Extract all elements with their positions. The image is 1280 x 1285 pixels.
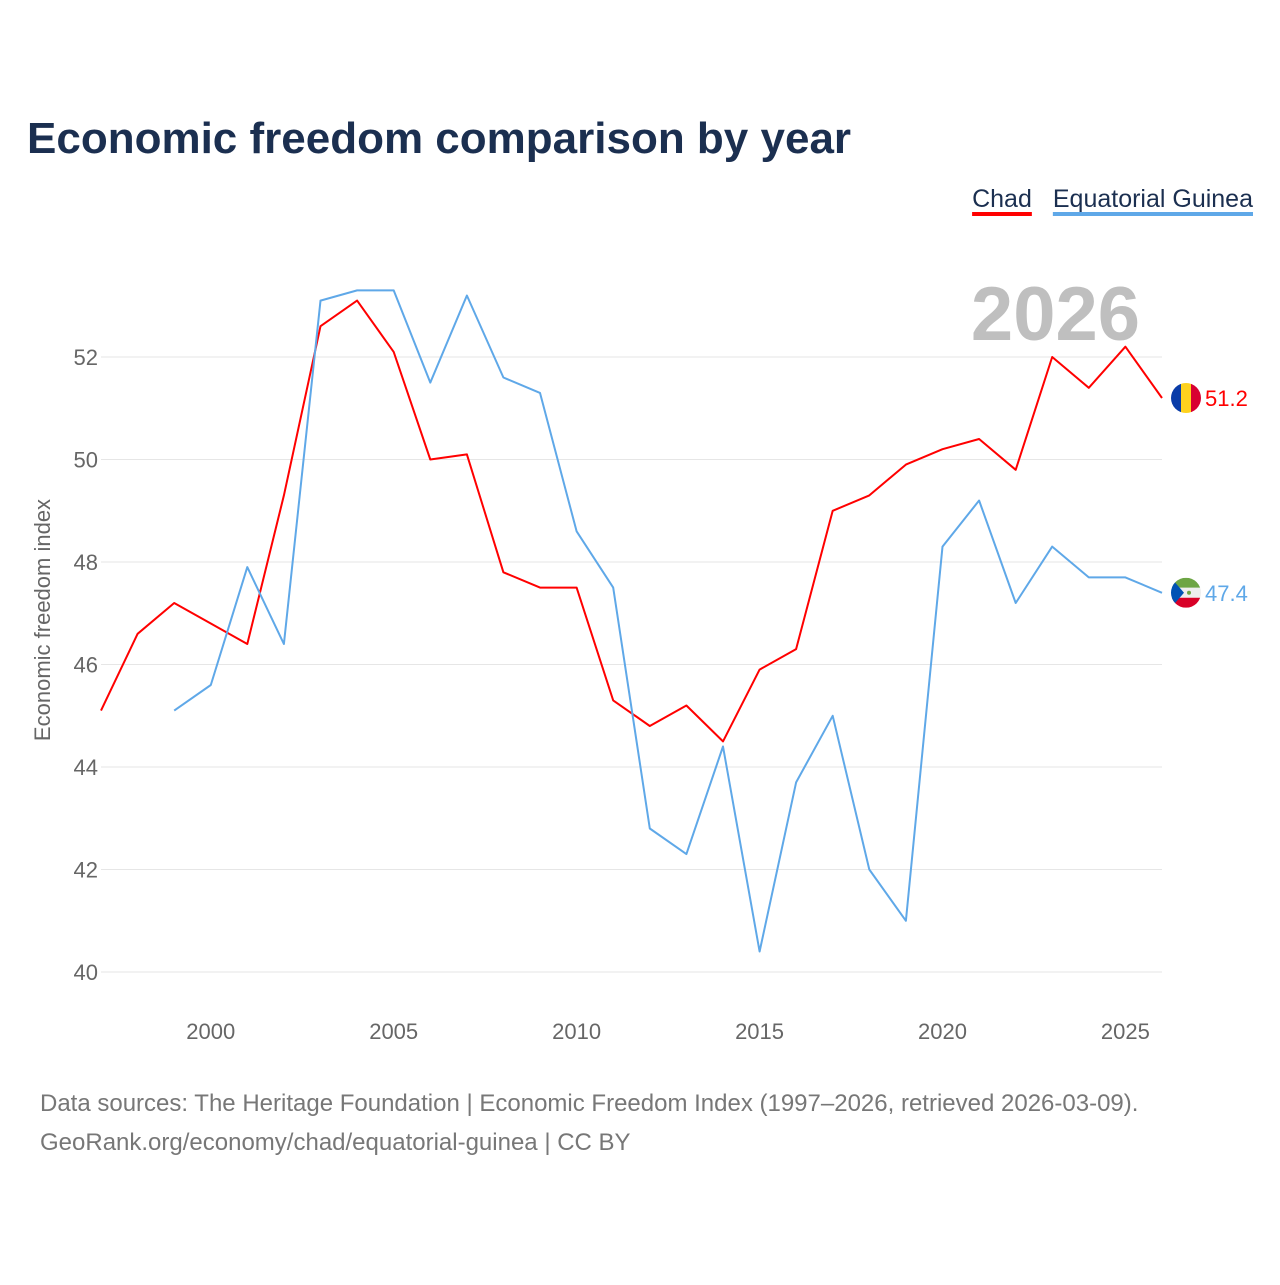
series-line-chad: [100, 299, 1163, 743]
y-axis-ticks: 40 42 44 46 48 50 52: [74, 345, 98, 985]
chart-title: Economic freedom comparison by year: [27, 114, 851, 163]
equatorial-guinea-flag-icon: [1171, 577, 1201, 608]
series-lines: [100, 289, 1163, 953]
y-tick-label: 48: [74, 550, 98, 575]
legend: Equatorial Guinea Chad: [972, 185, 1253, 216]
x-tick-label: 2025: [1101, 1019, 1150, 1044]
footer-sources: Data sources: The Heritage Foundation | …: [40, 1090, 1138, 1117]
y-tick-label: 52: [74, 345, 98, 370]
chad-flag-icon: [1171, 383, 1201, 413]
legend-item-equatorial-guinea[interactable]: Equatorial Guinea: [1053, 185, 1253, 213]
grid: [101, 356, 1162, 973]
y-tick-label: 40: [74, 960, 98, 985]
y-tick-label: 42: [74, 858, 98, 883]
x-tick-label: 2005: [369, 1019, 418, 1044]
legend-swatch: [1052, 212, 1253, 216]
footer-link[interactable]: GeoRank.org/economy/chad/equatorial-guin…: [40, 1129, 631, 1156]
y-tick-label: 46: [74, 653, 98, 678]
y-tick-label: 44: [74, 755, 98, 780]
x-axis-ticks: 2000 2005 2010 2015 2020 2025: [186, 1019, 1150, 1044]
legend-item-chad[interactable]: Chad: [972, 185, 1032, 213]
end-labels: 51.2 47.4: [1171, 383, 1248, 608]
series-line-equatorial-guinea: [173, 289, 1163, 953]
year-watermark: 2026: [971, 272, 1140, 357]
x-tick-label: 2020: [918, 1019, 967, 1044]
y-axis-label: Economic freedom index: [30, 499, 55, 741]
x-tick-label: 2000: [186, 1019, 235, 1044]
x-tick-label: 2015: [735, 1019, 784, 1044]
legend-swatch: [972, 212, 1032, 216]
y-tick-label: 50: [74, 448, 98, 473]
end-value-label: 47.4: [1205, 581, 1248, 606]
end-value-label: 51.2: [1205, 386, 1248, 411]
x-tick-label: 2010: [552, 1019, 601, 1044]
